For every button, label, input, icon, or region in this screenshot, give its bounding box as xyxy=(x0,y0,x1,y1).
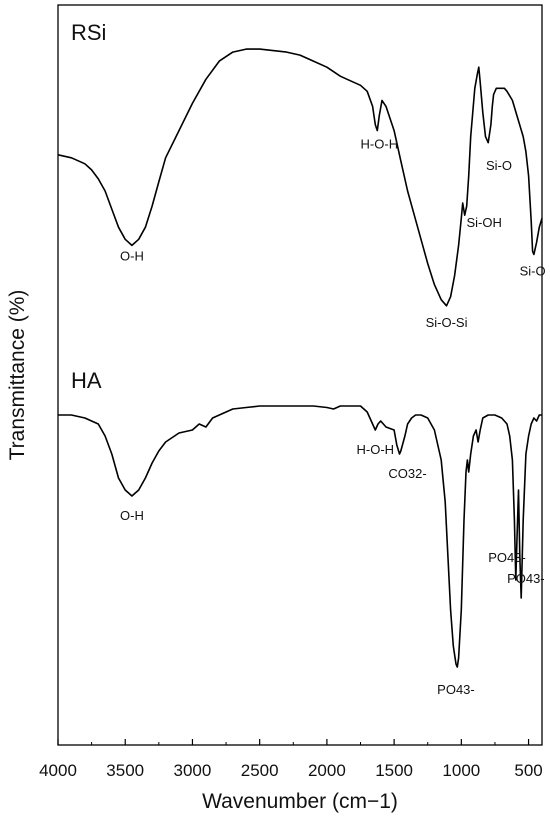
peak-annotation: O-H xyxy=(120,248,144,263)
peak-annotation: PO43- xyxy=(507,571,545,586)
x-axis-label: Wavenumber (cm−1) xyxy=(202,790,398,813)
x-tick-label: 3000 xyxy=(174,761,212,780)
peak-annotation: PO43- xyxy=(488,550,526,565)
peak-annotation: O-H xyxy=(120,508,144,523)
plot-frame xyxy=(57,4,543,746)
x-tick-label: 2000 xyxy=(308,761,346,780)
peak-annotation: Si-O xyxy=(520,264,546,279)
peak-annotation: CO32- xyxy=(388,466,426,481)
series-layer xyxy=(57,48,543,668)
peak-annotation: H-O-H xyxy=(357,442,395,457)
x-tick-label: 1000 xyxy=(442,761,480,780)
x-tick-label: 3500 xyxy=(106,761,144,780)
y-axis-label: Transmittance (%) xyxy=(6,290,29,461)
spectrum-line-ha xyxy=(58,405,542,668)
peak-annotation: Si-O xyxy=(486,158,512,173)
peak-annotation: PO43- xyxy=(437,682,475,697)
panel-label-ha: HA xyxy=(71,368,102,393)
x-tick-label: 500 xyxy=(514,761,542,780)
annotations: O-H H-O-H Si-O-Si Si-OH Si-O Si-O O-H H-O-H CO32… xyxy=(120,137,546,697)
x-ticks: 4000 3500 3000 2500 2000 1500 1000 500 xyxy=(39,739,543,780)
peak-annotation: H-O-H xyxy=(361,137,399,152)
spectrum-line-rsi xyxy=(57,48,543,307)
peak-annotation: Si-O-Si xyxy=(426,315,468,330)
x-tick-label: 4000 xyxy=(39,761,77,780)
panel-label-rsi: RSi xyxy=(71,20,106,45)
x-tick-label: 2500 xyxy=(241,761,279,780)
x-tick-label: 1500 xyxy=(375,761,413,780)
peak-annotation: Si-OH xyxy=(466,215,501,230)
